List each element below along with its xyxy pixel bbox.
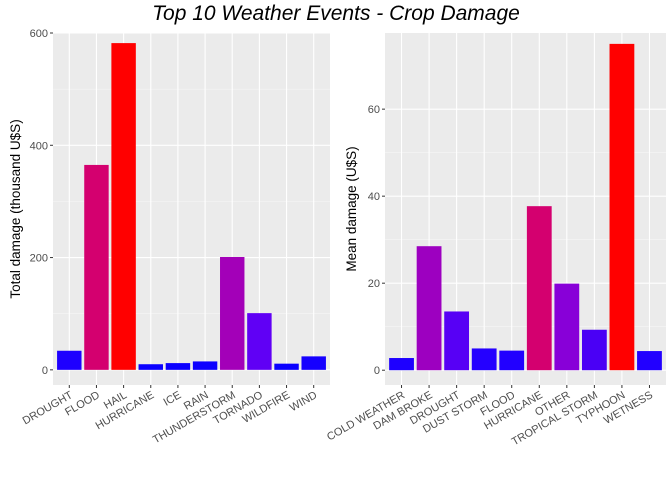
y-axis-title: Mean damage (U$S) <box>344 146 359 271</box>
bar-rain <box>192 361 218 370</box>
bar-drought <box>444 311 470 371</box>
bar-hurricane <box>138 364 163 370</box>
bar-other <box>554 283 580 371</box>
chart-title: Top 10 Weather Events - Crop Damage <box>152 2 520 25</box>
bar-thunderstorm <box>220 257 245 370</box>
y-tick-label: 0 <box>42 365 48 377</box>
y-tick-label: 20 <box>368 278 380 290</box>
bar-wetness <box>637 351 662 371</box>
bar-tropical-storm <box>581 329 607 371</box>
bar-flood <box>499 350 525 371</box>
bar-cold-weather <box>389 358 414 371</box>
y-axis-title: Total damage (thousand U$S) <box>8 119 23 298</box>
x-tick-label: ICE <box>162 389 184 409</box>
bar-tornado <box>247 313 272 370</box>
bar-dust-storm <box>471 348 497 371</box>
bar-drought <box>57 350 82 370</box>
y-tick-label: 40 <box>368 191 380 203</box>
bar-wildfire <box>274 363 299 370</box>
bar-hurricane <box>526 206 552 371</box>
bar-flood <box>84 164 109 370</box>
y-tick-label: 60 <box>368 104 380 116</box>
x-tick-label: WIND <box>288 389 319 414</box>
bar-wind <box>301 356 326 370</box>
bar-typhoon <box>609 43 635 371</box>
bar-hail <box>111 43 136 370</box>
y-tick-label: 200 <box>30 253 48 265</box>
bar-ice <box>165 363 191 370</box>
bar-dam-broke <box>416 246 442 371</box>
y-tick-label: 0 <box>374 365 380 377</box>
y-tick-label: 600 <box>30 28 48 40</box>
y-tick-label: 400 <box>30 140 48 152</box>
